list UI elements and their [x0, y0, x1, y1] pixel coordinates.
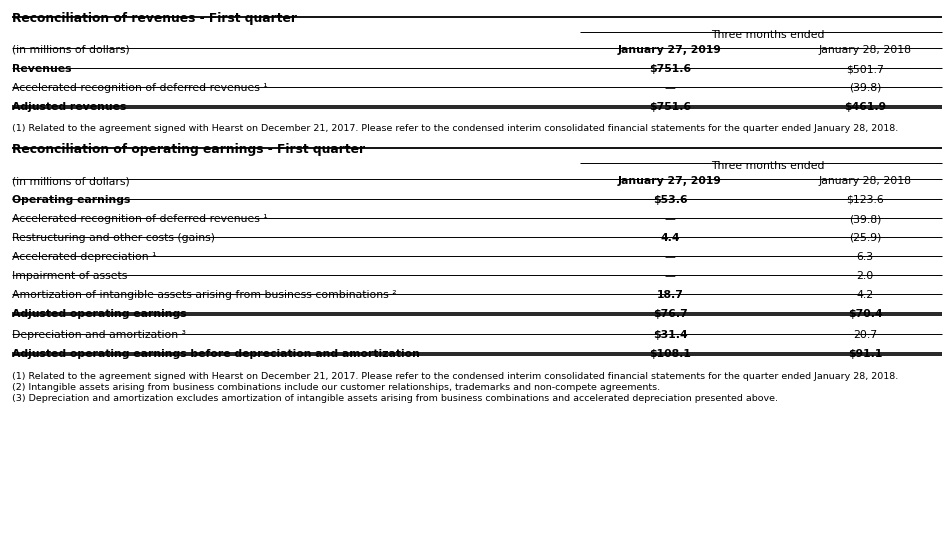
Text: Revenues: Revenues	[12, 64, 71, 74]
Text: Reconciliation of revenues - First quarter: Reconciliation of revenues - First quart…	[12, 12, 297, 25]
Text: —: —	[664, 271, 675, 281]
Text: $53.6: $53.6	[653, 195, 687, 205]
Text: Amortization of intangible assets arising from business combinations ²: Amortization of intangible assets arisin…	[12, 290, 397, 300]
Text: Impairment of assets: Impairment of assets	[12, 271, 128, 281]
Text: (in millions of dollars): (in millions of dollars)	[12, 45, 129, 55]
Text: Adjusted revenues: Adjusted revenues	[12, 102, 127, 112]
Text: 2.0: 2.0	[857, 271, 874, 281]
Text: 4.2: 4.2	[857, 290, 874, 300]
Text: —: —	[664, 214, 675, 224]
Text: 6.3: 6.3	[857, 252, 874, 262]
Text: Adjusted operating earnings before depreciation and amortization: Adjusted operating earnings before depre…	[12, 349, 420, 359]
Text: January 28, 2018: January 28, 2018	[819, 176, 911, 186]
Text: $31.4: $31.4	[653, 330, 687, 340]
Text: January 27, 2019: January 27, 2019	[618, 45, 722, 55]
Text: (2) Intangible assets arising from business combinations include our customer re: (2) Intangible assets arising from busin…	[12, 383, 660, 392]
Text: $108.1: $108.1	[649, 349, 691, 359]
Text: (25.9): (25.9)	[849, 233, 882, 243]
Text: (1) Related to the agreement signed with Hearst on December 21, 2017. Please ref: (1) Related to the agreement signed with…	[12, 124, 899, 133]
Text: Depreciation and amortization ³: Depreciation and amortization ³	[12, 330, 186, 340]
Text: $751.6: $751.6	[649, 102, 691, 112]
Text: $76.7: $76.7	[653, 309, 687, 319]
Text: (39.8): (39.8)	[849, 83, 882, 93]
Text: $70.4: $70.4	[847, 309, 883, 319]
Text: Operating earnings: Operating earnings	[12, 195, 130, 205]
Text: $461.9: $461.9	[843, 102, 886, 112]
Text: Accelerated recognition of deferred revenues ¹: Accelerated recognition of deferred reve…	[12, 83, 268, 93]
Text: Adjusted operating earnings: Adjusted operating earnings	[12, 309, 187, 319]
Text: $123.6: $123.6	[846, 195, 883, 205]
Text: Accelerated depreciation ¹: Accelerated depreciation ¹	[12, 252, 156, 262]
Text: January 27, 2019: January 27, 2019	[618, 176, 722, 186]
Text: —: —	[664, 252, 675, 262]
Text: 18.7: 18.7	[657, 290, 684, 300]
Text: (39.8): (39.8)	[849, 214, 882, 224]
Text: Restructuring and other costs (gains): Restructuring and other costs (gains)	[12, 233, 215, 243]
Text: January 28, 2018: January 28, 2018	[819, 45, 911, 55]
Text: 20.7: 20.7	[853, 330, 877, 340]
Text: $501.7: $501.7	[846, 64, 884, 74]
Text: $751.6: $751.6	[649, 64, 691, 74]
Text: (1) Related to the agreement signed with Hearst on December 21, 2017. Please ref: (1) Related to the agreement signed with…	[12, 372, 899, 381]
Text: Accelerated recognition of deferred revenues ¹: Accelerated recognition of deferred reve…	[12, 214, 268, 224]
Text: $91.1: $91.1	[848, 349, 883, 359]
Text: Reconciliation of operating earnings - First quarter: Reconciliation of operating earnings - F…	[12, 143, 366, 156]
Text: Three months ended: Three months ended	[711, 161, 824, 171]
Text: Three months ended: Three months ended	[711, 30, 824, 40]
Text: 4.4: 4.4	[661, 233, 680, 243]
Text: —: —	[664, 83, 675, 93]
Text: (3) Depreciation and amortization excludes amortization of intangible assets ari: (3) Depreciation and amortization exclud…	[12, 394, 778, 403]
Text: (in millions of dollars): (in millions of dollars)	[12, 176, 129, 186]
